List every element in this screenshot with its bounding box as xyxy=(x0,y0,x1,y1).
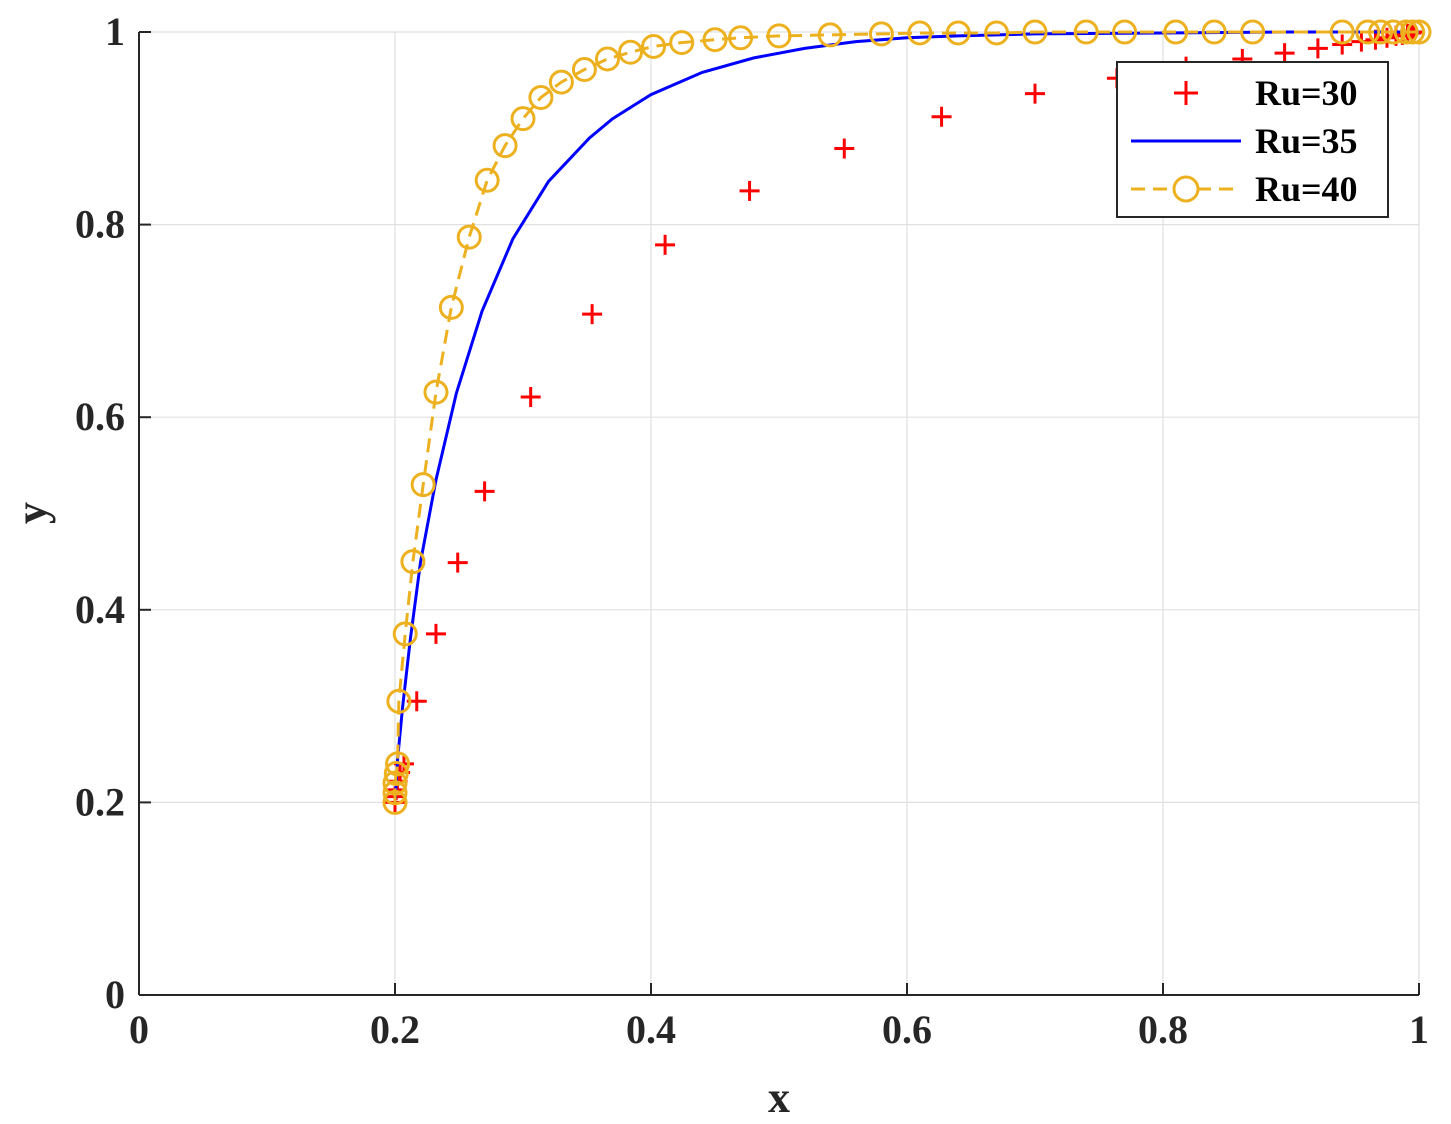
data-point-plus xyxy=(655,234,676,255)
data-point-plus xyxy=(447,552,468,573)
y-tick-label: 0 xyxy=(105,972,125,1017)
data-point-circle xyxy=(641,33,667,59)
data-point-plus xyxy=(931,106,952,127)
y-tick-label: 0.4 xyxy=(75,587,125,632)
x-tick-label: 0.2 xyxy=(370,1007,420,1052)
legend-label: Ru=35 xyxy=(1255,121,1358,161)
data-point-circle xyxy=(528,84,554,110)
data-point-circle xyxy=(392,621,418,647)
data-point-circle xyxy=(383,761,409,787)
data-point-plus xyxy=(582,304,603,325)
data-point-circle xyxy=(1240,19,1266,45)
data-point-circle xyxy=(1355,19,1381,45)
data-point-circle xyxy=(1073,19,1099,45)
tick-labels: 0 0.2 0.4 0.6 0.8 1 0 0.2 0.4 0.6 0.8 1 xyxy=(75,9,1429,1052)
y-tick-label: 0.2 xyxy=(75,779,125,824)
y-tick-label: 1 xyxy=(105,9,125,54)
data-point-circle xyxy=(571,57,597,83)
data-point-circle xyxy=(868,21,894,47)
legend-label: Ru=30 xyxy=(1255,73,1358,113)
data-point-circle xyxy=(382,770,408,796)
y-axis-label: y xyxy=(7,502,56,524)
series-line xyxy=(393,30,1419,803)
data-point-circle xyxy=(1329,19,1355,45)
data-point-plus xyxy=(1332,34,1353,55)
data-point-circle xyxy=(907,20,933,46)
data-point-circle xyxy=(1380,19,1406,45)
legend-marker-circle xyxy=(1172,175,1200,203)
data-point-circle xyxy=(1201,19,1227,45)
data-point-circle xyxy=(817,22,843,48)
data-point-circle xyxy=(984,20,1010,46)
data-point-plus xyxy=(1274,43,1295,64)
data-point-circle xyxy=(1022,19,1048,45)
x-axis-label: x xyxy=(768,1073,790,1122)
data-point-circle xyxy=(382,780,408,806)
legend-label: Ru=40 xyxy=(1255,169,1358,209)
data-point-circle xyxy=(510,106,536,132)
x-tick-label: 0 xyxy=(129,1007,149,1052)
y-tick-label: 0.8 xyxy=(75,202,125,247)
data-point-circle xyxy=(1393,19,1419,45)
data-point-circle xyxy=(766,23,792,49)
data-point-circle xyxy=(382,789,408,815)
data-point-plus xyxy=(1307,38,1328,59)
data-point-circle xyxy=(474,167,500,193)
series-Ru=35 xyxy=(393,30,1419,803)
data-point-plus xyxy=(520,386,541,407)
data-point-circle xyxy=(728,25,754,51)
data-point-circle xyxy=(456,224,482,250)
data-point-plus xyxy=(1025,83,1045,104)
x-tick-label: 1 xyxy=(1409,1007,1429,1052)
data-point-circle xyxy=(386,688,412,714)
data-point-circle xyxy=(492,133,518,159)
x-tick-label: 0.8 xyxy=(1138,1007,1188,1052)
data-point-circle xyxy=(618,39,644,65)
data-point-circle xyxy=(400,549,426,575)
data-point-circle xyxy=(438,294,464,320)
data-point-circle xyxy=(1400,19,1426,45)
series-line xyxy=(393,30,1419,803)
x-tick-label: 0.6 xyxy=(882,1007,932,1052)
data-point-circle xyxy=(385,751,411,777)
data-point-circle xyxy=(945,20,971,46)
data-point-plus xyxy=(425,623,446,644)
data-point-circle xyxy=(410,472,436,498)
data-point-circle xyxy=(669,30,695,56)
axes xyxy=(138,31,1420,996)
legend: Ru=30 Ru=35 Ru=40 xyxy=(1116,61,1389,218)
data-point-circle xyxy=(548,69,574,95)
x-tick-label: 0.4 xyxy=(626,1007,676,1052)
data-point-circle xyxy=(423,379,449,405)
y-tick-label: 0.6 xyxy=(75,394,125,439)
data-point-plus xyxy=(739,180,760,201)
legend-item-Ru=40: Ru=40 xyxy=(1131,169,1358,209)
data-point-circle xyxy=(1368,19,1394,45)
legend-item-Ru=35: Ru=35 xyxy=(1131,121,1358,161)
data-point-circle xyxy=(1112,19,1138,45)
data-point-circle xyxy=(702,27,728,53)
data-point-plus xyxy=(474,481,495,502)
series-Ru=40 xyxy=(382,19,1432,815)
series-layer xyxy=(382,19,1432,815)
data-point-circle xyxy=(1406,19,1432,45)
data-point-circle xyxy=(1163,19,1189,45)
legend-item-Ru=30: Ru=30 xyxy=(1174,73,1358,113)
data-point-circle xyxy=(594,46,620,72)
data-point-plus xyxy=(834,138,855,159)
